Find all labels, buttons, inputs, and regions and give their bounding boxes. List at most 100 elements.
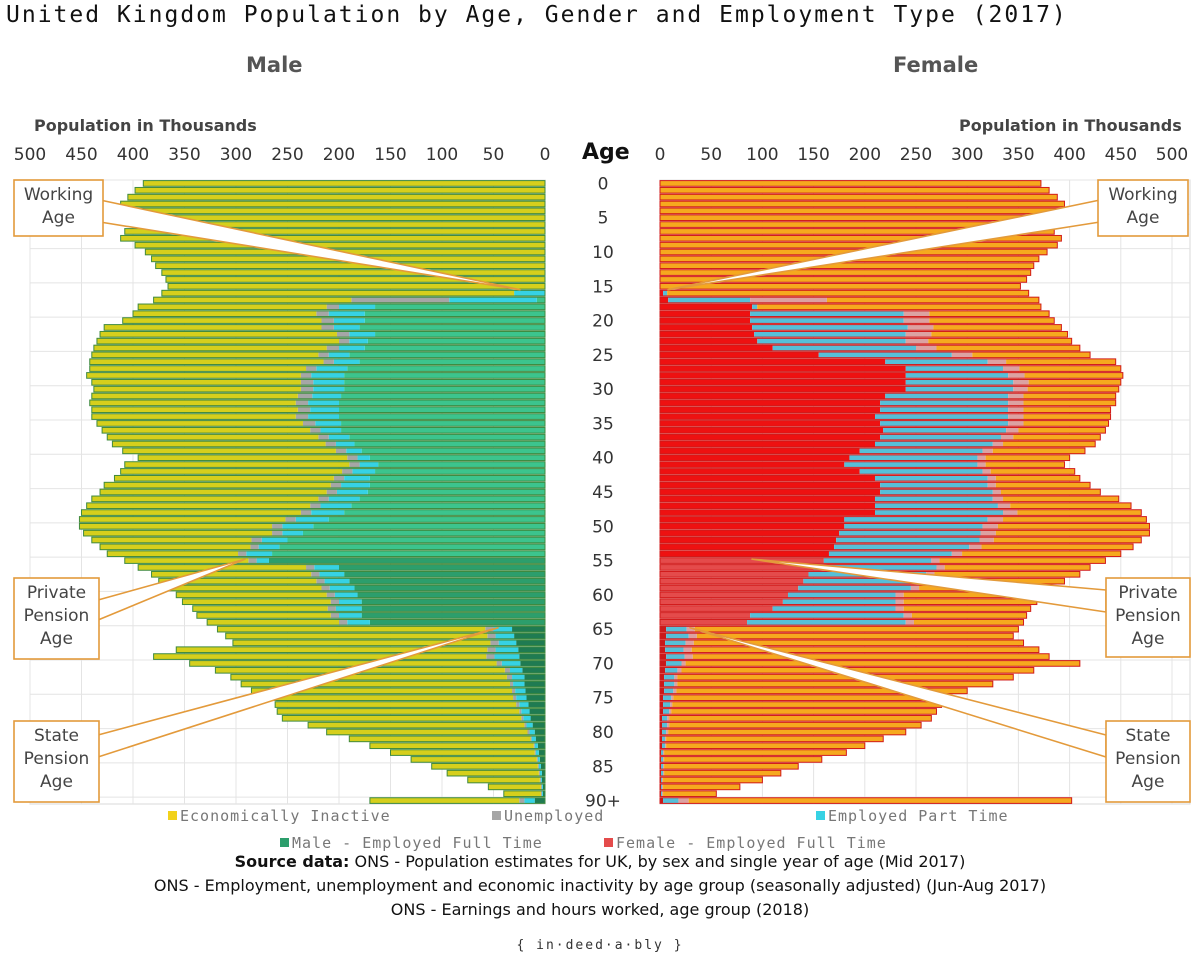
female-full-time-bar: [660, 550, 829, 557]
state-pension-callout-right-text: State: [1126, 726, 1171, 746]
male-part-time-bar: [344, 475, 370, 482]
male-unemployed-bar: [326, 592, 335, 598]
male-inactive-bar: [120, 201, 545, 207]
female-inactive-bar: [664, 763, 799, 770]
male-full-time-bar: [514, 633, 545, 639]
female-full-time-bar: [660, 502, 876, 509]
male-part-time-bar: [346, 448, 362, 454]
female-part-time-bar: [875, 441, 993, 447]
male-bar-outline: [78, 522, 546, 530]
male-inactive-bar: [114, 208, 546, 214]
working-age-callout-right-text: Age: [1127, 208, 1160, 228]
male-part-time-bar: [328, 310, 365, 317]
female-inactive-bar: [1006, 358, 1116, 365]
male-bar-outline: [165, 276, 546, 283]
working-age-callout-left-text: Age: [42, 208, 75, 228]
female-inactive-bar: [1000, 489, 1101, 495]
male-full-time-bar: [361, 598, 545, 605]
male-unemployed-bar: [310, 502, 321, 509]
male-inactive-bar: [122, 448, 336, 454]
female-inactive-bar: [939, 557, 1106, 564]
female-inactive-bar: [663, 790, 717, 797]
male-full-time-bar: [542, 784, 545, 790]
female-inactive-bar: [660, 283, 1021, 290]
female-bar-outline: [659, 440, 1096, 448]
private-pension-callout-left-text: Age: [40, 629, 73, 649]
female-part-time-bar: [834, 544, 970, 550]
female-bar-outline: [659, 680, 994, 688]
female-inactive-bar: [929, 310, 1050, 317]
male-part-time-bar: [529, 729, 535, 735]
male-panel-title: Male: [246, 53, 303, 77]
male-full-time-bar: [369, 619, 545, 626]
male-full-time-bar: [375, 304, 545, 310]
male-x-tick: 300: [220, 145, 252, 165]
female-bar-outline: [659, 385, 1120, 393]
private-pension-callout-left-text: Private: [27, 583, 86, 603]
male-unemployed-bar: [330, 482, 342, 488]
female-bar-outline: [659, 749, 847, 756]
male-unemployed-bar: [285, 516, 296, 523]
female-full-time-bar: [660, 784, 662, 790]
male-unemployed-bar: [349, 461, 360, 468]
female-full-time-bar: [660, 400, 881, 406]
male-inactive-bar: [102, 427, 311, 434]
female-full-time-bar: [660, 496, 876, 502]
male-part-time-bar: [519, 701, 529, 708]
male-full-time-bar: [339, 413, 545, 420]
female-full-time-bar: [660, 352, 819, 358]
female-x-tick: 450: [1105, 145, 1137, 165]
female-bar-outline: [659, 378, 1122, 386]
legend-unemployed-swatch: [492, 811, 501, 820]
male-unemployed-bar: [487, 646, 496, 653]
male-unemployed-bar: [533, 742, 535, 749]
male-bar-outline: [446, 769, 546, 777]
male-unemployed-bar: [300, 379, 314, 386]
male-full-time-bar: [541, 777, 545, 783]
female-unemployed-bar: [1008, 400, 1024, 406]
female-full-time-bar: [660, 694, 664, 701]
male-part-time-bar: [495, 646, 519, 653]
male-bar-outline: [99, 330, 546, 338]
male-part-time-bar: [334, 592, 358, 598]
female-inactive-bar: [972, 352, 1091, 358]
female-unemployed-bar: [907, 324, 934, 331]
male-unemployed-bar: [537, 763, 539, 770]
male-bar-outline: [161, 269, 546, 276]
male-inactive-bar: [192, 605, 328, 612]
female-bar-outline: [659, 714, 932, 722]
female-x-tick: 500: [1156, 145, 1188, 165]
male-part-time-bar: [316, 365, 348, 372]
male-unemployed-bar: [326, 304, 339, 310]
male-unemployed-bar: [509, 681, 514, 687]
female-part-time-bar: [880, 489, 993, 495]
female-unemployed-bar: [662, 790, 664, 797]
female-bar-outline: [659, 303, 1042, 311]
male-part-time-bar: [501, 660, 521, 667]
male-bar-outline: [106, 550, 546, 558]
male-unemployed-bar: [318, 434, 329, 440]
female-part-time-bar: [665, 646, 684, 653]
male-inactive-bar: [79, 523, 273, 530]
female-part-time-bar: [828, 550, 952, 557]
male-bar-outline: [281, 714, 546, 722]
female-bar-outline: [659, 351, 1091, 359]
male-bar-outline: [137, 303, 546, 311]
female-bar-outline: [659, 276, 1028, 283]
female-part-time-bar: [880, 482, 988, 488]
female-part-time-bar: [782, 598, 896, 605]
male-inactive-bar: [207, 619, 339, 626]
male-bar-outline: [467, 776, 546, 784]
female-inactive-bar: [660, 262, 1034, 269]
female-part-time-bar: [905, 386, 1014, 392]
male-unemployed-bar: [336, 331, 350, 338]
male-bar-outline: [307, 721, 546, 729]
female-full-time-bar: [660, 564, 814, 571]
female-inactive-bar: [660, 208, 1070, 214]
male-bar-outline: [91, 536, 546, 544]
female-unemployed-bar: [662, 784, 664, 790]
female-full-time-bar: [660, 448, 860, 454]
state-pension-callout-right-text: Pension: [1115, 749, 1181, 769]
male-full-time-bar: [351, 502, 545, 509]
female-part-time-bar: [844, 523, 983, 530]
